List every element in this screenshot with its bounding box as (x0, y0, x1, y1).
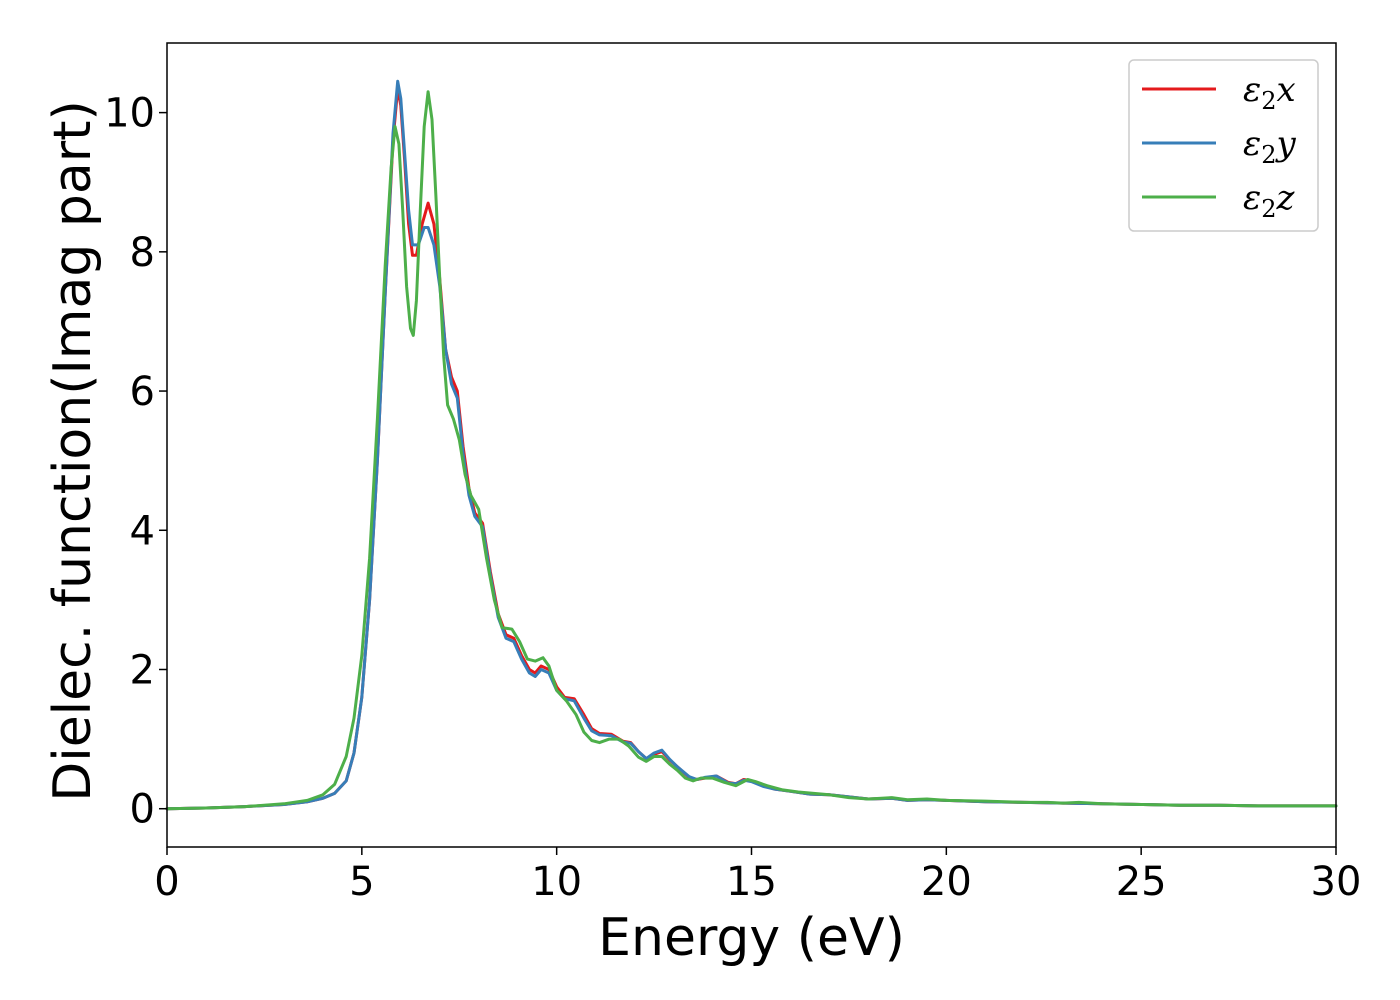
series-line-z (165, 90, 1338, 811)
x-tick-label: 20 (921, 859, 972, 905)
series-layer (165, 79, 1338, 811)
legend-label-y: ε2y (1243, 124, 1297, 169)
x-tick-label: 30 (1311, 859, 1362, 905)
x-axis-label: Energy (eV) (598, 908, 905, 968)
x-tick-label: 25 (1116, 859, 1167, 905)
x-tick-label: 10 (531, 859, 582, 905)
y-tick-label: 2 (130, 647, 155, 693)
y-tick-label: 10 (104, 91, 155, 137)
y-tick-label: 0 (130, 787, 155, 833)
x-tick-label: 5 (349, 859, 374, 905)
legend-label-x: ε2x (1243, 70, 1296, 115)
legend-box (1128, 59, 1319, 232)
legend: ε2x ε2y ε2z (1128, 59, 1319, 232)
y-tick-label: 8 (130, 230, 155, 276)
x-tick-label: 0 (154, 859, 179, 905)
x-axis-ticks: 0 5 10 15 20 25 30 (154, 847, 1361, 905)
y-tick-label: 4 (130, 508, 155, 554)
y-axis-ticks: 0 2 4 6 8 10 (104, 91, 167, 833)
x-tick-label: 15 (726, 859, 777, 905)
legend-label-z: ε2z (1243, 178, 1296, 223)
y-axis-label: Dielec. function(Imag part) (43, 100, 103, 802)
y-tick-label: 6 (130, 369, 155, 415)
